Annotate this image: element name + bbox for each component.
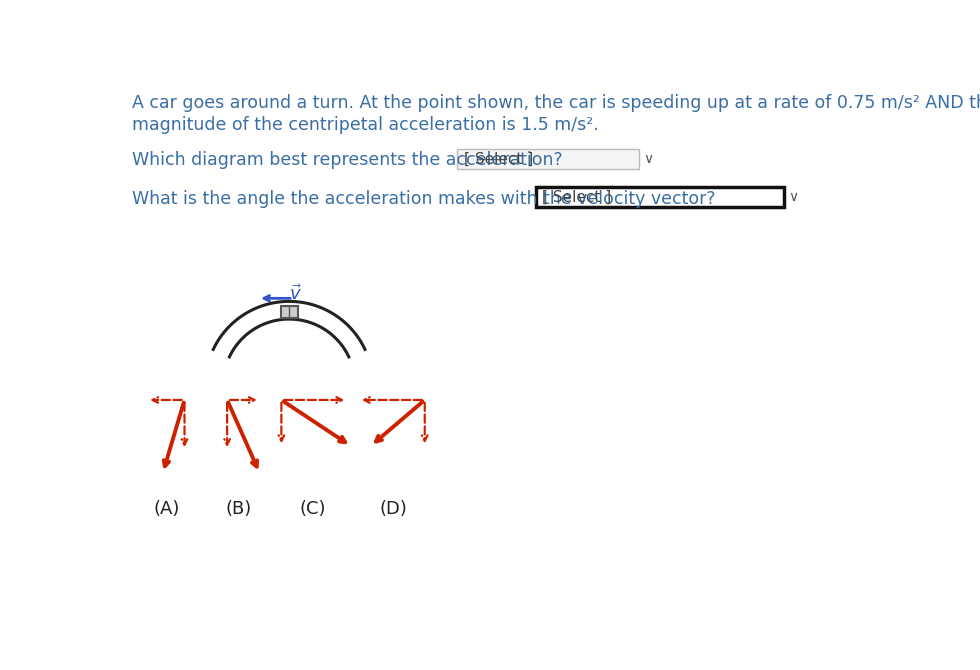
Bar (458, 149, 639, 169)
Text: $\vec{v}$: $\vec{v}$ (289, 285, 302, 304)
Bar (280, 306, 298, 318)
Text: ∨: ∨ (644, 152, 654, 166)
Text: (A): (A) (154, 500, 180, 518)
Text: ∨: ∨ (788, 190, 798, 204)
Text: (C): (C) (299, 500, 325, 518)
Text: Which diagram best represents the acceleration?: Which diagram best represents the accele… (131, 151, 563, 170)
Text: [ Select ]: [ Select ] (542, 190, 611, 205)
Text: A car goes around a turn. At the point shown, the car is speeding up at a rate o: A car goes around a turn. At the point s… (131, 94, 980, 113)
Text: What is the angle the acceleration makes with the velocity vector?: What is the angle the acceleration makes… (131, 190, 715, 208)
Bar (536, 188, 784, 208)
Text: (D): (D) (380, 500, 408, 518)
Text: (B): (B) (225, 500, 252, 518)
Text: magnitude of the centripetal acceleration is 1.5 m/s².: magnitude of the centripetal acceleratio… (131, 116, 599, 134)
Text: [ Select ]: [ Select ] (464, 151, 533, 166)
